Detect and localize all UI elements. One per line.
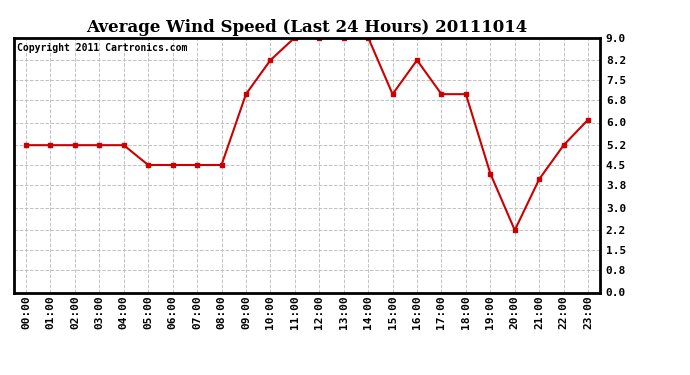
Title: Average Wind Speed (Last 24 Hours) 20111014: Average Wind Speed (Last 24 Hours) 20111… [86, 19, 528, 36]
Text: Copyright 2011 Cartronics.com: Copyright 2011 Cartronics.com [17, 43, 187, 52]
